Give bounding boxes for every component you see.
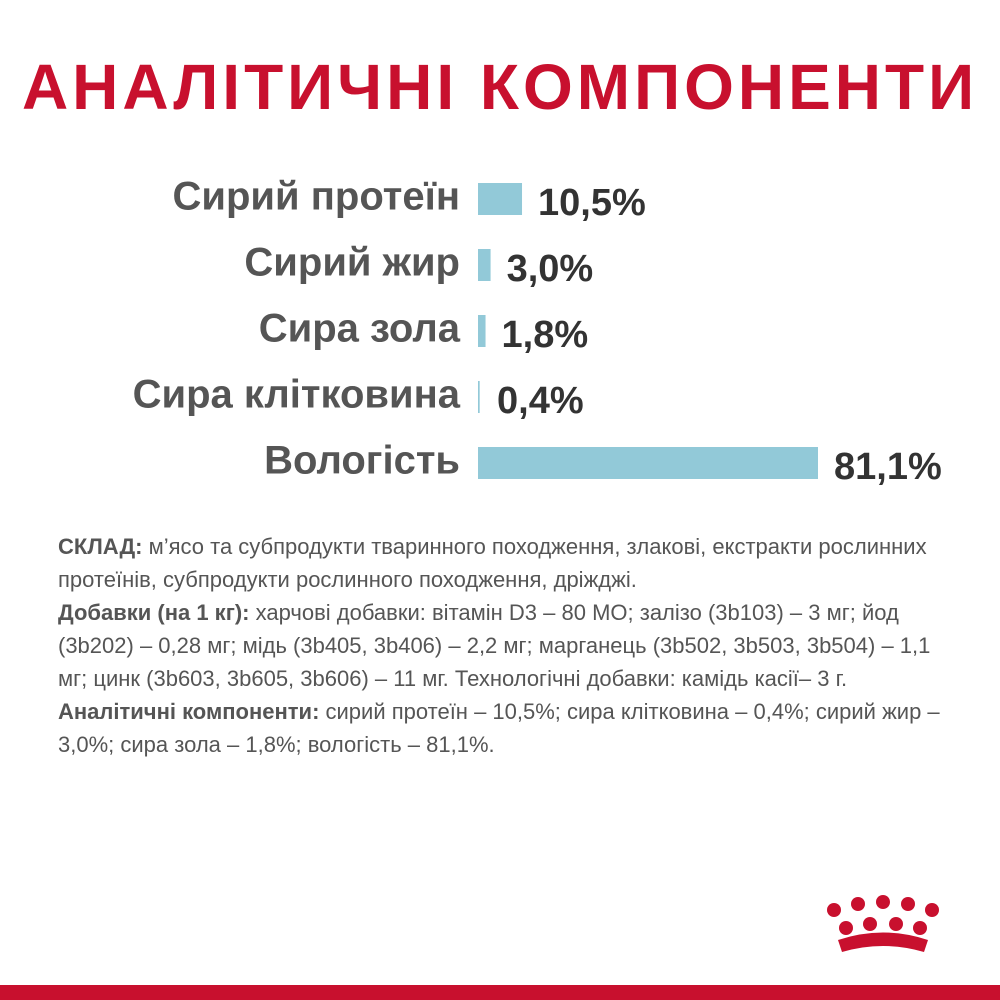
composition: СКЛАД: м’ясо та субпродукти тваринного п… bbox=[58, 530, 948, 761]
composition-paragraph: СКЛАД: м’ясо та субпродукти тваринного п… bbox=[58, 530, 948, 596]
chart-title: АНАЛІТИЧНІ КОМПОНЕНТИ bbox=[22, 51, 978, 123]
composition-label: Аналітичні компоненти: bbox=[58, 699, 320, 724]
logo bbox=[827, 895, 939, 952]
composition-text: харчові добавки: вітамін D3 – 80 МО; зал… bbox=[58, 600, 931, 691]
value-label: 81,1% bbox=[834, 446, 942, 488]
category-label: Сира клітковина bbox=[133, 373, 461, 417]
composition-paragraph: Аналітичні компоненти: сирий протеїн – 1… bbox=[58, 695, 948, 761]
value-label: 10,5% bbox=[538, 182, 646, 224]
composition-text: сирий протеїн – 10,5%; сира клітковина –… bbox=[58, 699, 940, 757]
bar bbox=[478, 381, 480, 413]
category-label: Сирий протеїн bbox=[173, 175, 460, 219]
bar bbox=[478, 447, 818, 479]
composition-paragraph: Добавки (на 1 кг): харчові добавки: віта… bbox=[58, 596, 948, 695]
value-label: 1,8% bbox=[502, 314, 589, 356]
category-label: Сирий жир bbox=[244, 241, 460, 285]
value-label: 0,4% bbox=[497, 380, 584, 422]
bar bbox=[478, 315, 486, 347]
composition-label: СКЛАД: bbox=[58, 534, 143, 559]
bar bbox=[478, 249, 491, 281]
category-label: Вологість bbox=[264, 439, 460, 483]
composition-label: Добавки (на 1 кг): bbox=[58, 600, 250, 625]
bar bbox=[478, 183, 523, 215]
bottom-band bbox=[0, 985, 1000, 1000]
category-label: Сира зола bbox=[259, 307, 461, 351]
composition-text: м’ясо та субпродукти тваринного походжен… bbox=[58, 534, 927, 592]
value-label: 3,0% bbox=[507, 248, 594, 290]
